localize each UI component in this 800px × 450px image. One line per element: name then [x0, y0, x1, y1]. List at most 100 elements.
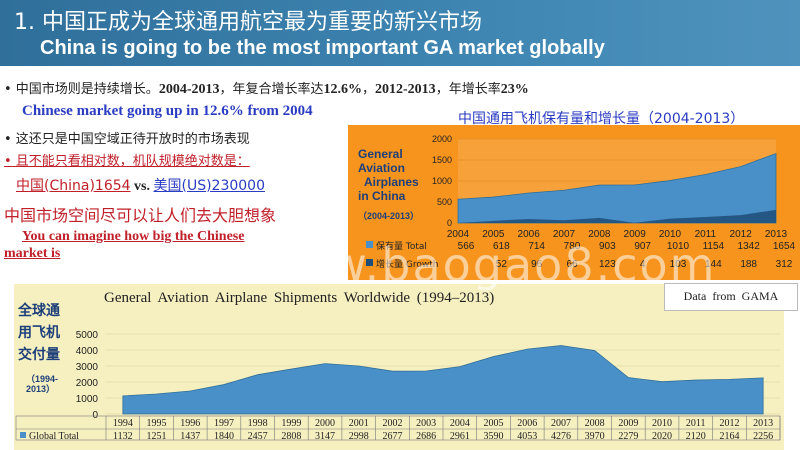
imagine-line-2: market is	[4, 246, 61, 261]
imagine-market-link[interactable]: You can imagine how big the Chinese mark…	[4, 228, 334, 262]
china-label-years: （2004-2013）	[358, 211, 420, 221]
imagine-line-1: You can imagine how big the Chinese	[22, 229, 245, 244]
china-label-line-3: Airplanes	[364, 175, 419, 189]
gama-x-tick-label: 1997	[214, 418, 234, 429]
versus-text: vs.	[130, 179, 154, 194]
china-x-tick-label: 2011	[695, 229, 717, 240]
china-x-tick-label: 2007	[553, 229, 576, 240]
gama-total-value: 3970	[585, 431, 605, 442]
china-chart-label: General Aviation Airplanes in China	[358, 147, 419, 203]
gama-x-tick-label: 2007	[551, 418, 571, 429]
gama-x-tick-label: 2003	[416, 418, 436, 429]
gama-total-value: 3147	[315, 431, 335, 442]
gama-total-value: 2998	[349, 431, 369, 442]
gama-total-value: 2961	[450, 431, 470, 442]
bullet-growth-text: • 中国市场则是持续增长。	[4, 82, 159, 97]
gama-x-tick-label: 2010	[652, 418, 672, 429]
bullet-growth-years-2: 2012-2013	[375, 82, 436, 97]
gama-years-line-1: （1994-	[26, 374, 59, 384]
bullet-growth-comma: ，	[362, 82, 376, 97]
gama-x-tick-label: 1998	[248, 418, 268, 429]
gama-total-value: 2120	[686, 431, 706, 442]
china-y-tick-label: 500	[437, 197, 452, 207]
gama-total-value: 1132	[113, 431, 133, 442]
gama-total-value: 1251	[147, 431, 167, 442]
fleet-comparison: 中国(China)1654 vs. 美国(US)230000	[16, 175, 265, 195]
china-x-tick-label: 2013	[765, 229, 788, 240]
slide-title-chinese: 1. 中国正成为全球通用航空最为重要的新兴市场	[14, 10, 482, 35]
gama-total-value: 3590	[484, 431, 504, 442]
china-y-tick-label: 1000	[432, 176, 452, 186]
gama-total-value: 2020	[652, 431, 672, 442]
gama-total-value: 2279	[618, 431, 638, 442]
china-growth-value: 66	[566, 259, 578, 270]
gama-label-line-1: 全球通	[18, 303, 60, 319]
gama-x-tick-label: 1999	[281, 418, 301, 429]
china-total-value: 618	[493, 241, 510, 252]
gama-years-line-2: 2013）	[26, 384, 56, 394]
gama-source-box: Data from GAMA	[664, 283, 798, 311]
china-y-tick-label: 2000	[432, 134, 452, 144]
china-label-line-1: General	[358, 147, 403, 161]
china-x-tick-label: 2012	[730, 229, 753, 240]
bullet-absolute-numbers: • 且不能只看相对数，机队规模绝对数是：	[4, 154, 250, 169]
gama-chart-label: 全球通 用飞机 交付量	[18, 300, 60, 366]
gama-total-value: 2686	[416, 431, 436, 442]
china-growth-area	[458, 209, 776, 223]
china-label-line-2: Aviation	[358, 161, 405, 175]
gama-x-tick-label: 1995	[147, 418, 167, 429]
gama-y-tick-label: 4000	[76, 346, 99, 357]
china-total-value: 714	[528, 241, 545, 252]
china-growth-value: 188	[740, 259, 757, 270]
gama-total-value: 1437	[180, 431, 200, 442]
gama-total-value: 2164	[719, 431, 739, 442]
bullet-growth-rate: • 中国市场则是持续增长。2004-2013，年复合增长率达12.6%，2012…	[4, 78, 529, 98]
gama-total-value: 1840	[214, 431, 234, 442]
gama-label-line-2: 用飞机	[18, 325, 60, 341]
china-y-tick-label: 0	[447, 218, 452, 228]
gama-y-tick-label: 1000	[76, 394, 99, 405]
gama-x-tick-label: 2006	[517, 418, 537, 429]
gama-x-tick-label: 2000	[315, 418, 335, 429]
china-x-tick-label: 2009	[624, 229, 647, 240]
gama-total-value: 4276	[551, 431, 571, 442]
china-growth-value: 103	[670, 259, 687, 270]
china-total-value: 907	[634, 241, 651, 252]
china-x-tick-label: 2006	[518, 229, 541, 240]
china-x-tick-label: 2005	[482, 229, 505, 240]
bullet-growth-rate-2: 23%	[500, 82, 529, 97]
china-total-value: 1342	[738, 241, 761, 252]
china-total-value: 1654	[773, 241, 796, 252]
gama-y-tick-label: 3000	[76, 362, 99, 373]
gama-y-tick-label: 0	[92, 410, 98, 421]
gama-x-tick-label: 1996	[180, 418, 200, 429]
gama-shipments-chart: 0 1000 2000 3000 4000 5000 1994 1132 1995 1251 199…	[15, 330, 781, 442]
gama-x-tick-label: 2005	[484, 418, 504, 429]
gama-x-tick-label: 1994	[113, 418, 133, 429]
gama-total-area	[122, 345, 764, 415]
china-total-value: 566	[458, 241, 475, 252]
china-total-value: 780	[564, 241, 581, 252]
gama-label-line-3: 交付量	[18, 347, 60, 363]
us-fleet-link[interactable]: 美国(US)230000	[153, 178, 266, 194]
gama-x-tick-label: 2009	[618, 418, 638, 429]
gama-total-value: 2457	[248, 431, 268, 442]
slide-title-english: China is going to be the most important …	[40, 37, 605, 59]
gama-row-label: Global Total	[29, 431, 79, 442]
gama-x-tick-label: 2001	[349, 418, 369, 429]
gama-x-tick-label: 2013	[753, 418, 773, 429]
china-x-tick-label: 2004	[447, 229, 470, 240]
gama-x-tick-label: 2008	[585, 418, 605, 429]
china-growth-value: 123	[599, 259, 616, 270]
china-growth-row-label: 增长量 Growth	[376, 258, 438, 270]
gama-chart-title: General Aviation Airplane Shipments Worl…	[104, 290, 495, 306]
china-fleet-link[interactable]: 中国(China)1654	[16, 178, 131, 194]
china-total-value: 1154	[703, 241, 725, 252]
china-growth-value: 4	[640, 259, 646, 270]
market-space-text: 中国市场空间尽可以让人们去大胆想象	[4, 206, 277, 225]
china-x-tick-label: 2008	[588, 229, 611, 240]
china-growth-value: 312	[776, 259, 793, 270]
gama-total-value: 4053	[517, 431, 537, 442]
china-total-row-label: 保有量 Total	[376, 240, 427, 252]
